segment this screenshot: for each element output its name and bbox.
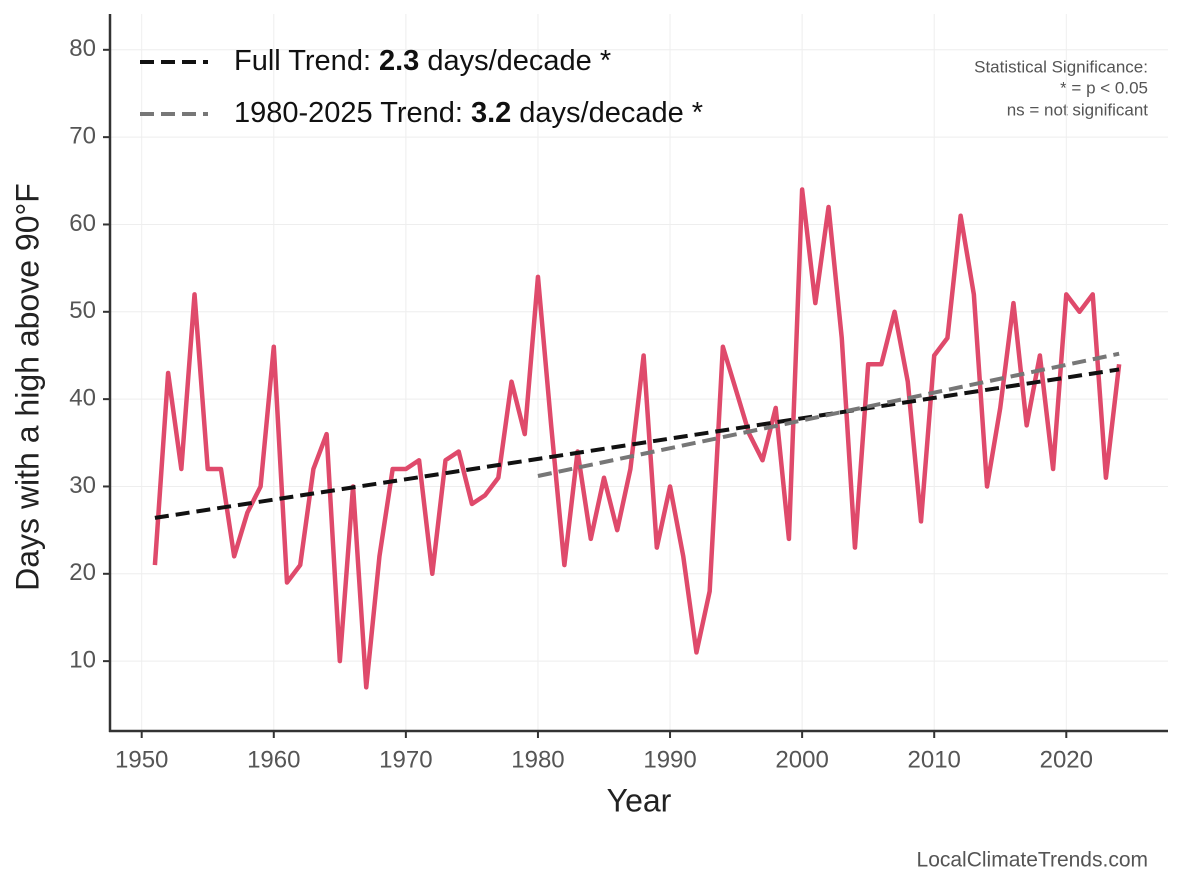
x-tick-label: 2020	[1040, 746, 1093, 773]
annotation: * = p < 0.05	[1060, 78, 1148, 97]
trend-line	[537, 351, 1120, 478]
source: LocalClimateTrends.com	[917, 849, 1148, 872]
trend-line	[154, 367, 1120, 520]
legend-unit: days/decade *	[519, 97, 703, 129]
x-tick-label: 1990	[643, 746, 696, 773]
y-tick-label: 50	[69, 297, 96, 324]
legend-unit: days/decade *	[427, 45, 611, 77]
x-tick-label: 1960	[247, 746, 300, 773]
y-tick-label: 80	[69, 35, 96, 62]
x-axis-label: Year	[607, 782, 672, 818]
annotation: Statistical Significance:	[974, 57, 1148, 76]
legend-entry: Full Trend: 2.3 days/decade *	[234, 45, 611, 77]
x-tick-label: 1950	[115, 746, 168, 773]
legend-entry: 1980-2025 Trend: 3.2 days/decade *	[234, 97, 703, 129]
x-tick-label: 1980	[511, 746, 564, 773]
data-line	[152, 187, 1122, 690]
y-tick-label: 70	[69, 122, 96, 149]
annotation: ns = not significant	[1007, 100, 1149, 119]
y-tick-label: 10	[69, 646, 96, 673]
y-tick-label: 60	[69, 210, 96, 237]
y-tick-label: 20	[69, 559, 96, 586]
x-tick-label: 2010	[908, 746, 961, 773]
legend-name: Full Trend:	[234, 45, 371, 77]
legend-slope: 3.2	[471, 97, 511, 129]
y-axis-label: Days with a high above 90°F	[9, 183, 45, 591]
y-tick-label: 40	[69, 384, 96, 411]
y-tick-label: 30	[69, 472, 96, 499]
legend-name: 1980-2025 Trend:	[234, 97, 463, 129]
legend-slope: 2.3	[379, 45, 419, 77]
x-tick-label: 1970	[379, 746, 432, 773]
x-tick-label: 2000	[775, 746, 828, 773]
